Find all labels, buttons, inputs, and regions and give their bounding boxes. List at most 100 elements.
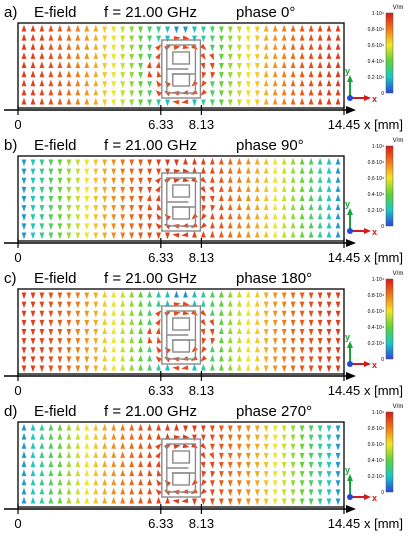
field-arrow	[254, 194, 260, 201]
triad-x-label: x	[372, 360, 377, 370]
field-arrow	[75, 329, 81, 336]
field-arrow	[191, 346, 198, 353]
field-arrow	[317, 24, 323, 32]
field-arrow	[236, 53, 242, 61]
field-arrow	[165, 232, 170, 240]
field-arrow	[57, 168, 63, 176]
field-arrow	[227, 309, 233, 316]
field-arrow	[182, 35, 190, 41]
field-arrow	[317, 338, 323, 345]
field-arrow	[254, 212, 260, 220]
field-arrow	[147, 423, 152, 431]
field-arrow	[326, 194, 332, 201]
field-arrow	[129, 318, 135, 325]
field-arrow	[317, 434, 323, 442]
field-arrow	[317, 221, 323, 229]
field-arrow	[245, 35, 251, 43]
field-arrow	[299, 338, 305, 345]
triad-y-label: y	[345, 66, 350, 76]
field-arrow	[21, 70, 27, 78]
field-arrow	[21, 423, 27, 431]
field-arrow	[299, 301, 305, 309]
field-arrow	[120, 354, 126, 362]
field-arrow	[335, 338, 341, 345]
frequency-label: f = 21.00 GHz	[104, 270, 197, 287]
field-arrow	[129, 309, 135, 316]
field-arrow	[75, 223, 81, 231]
field-arrow	[102, 478, 108, 486]
field-arrow	[335, 166, 341, 174]
field-arrow	[263, 157, 269, 165]
field-arrow	[21, 186, 27, 194]
field-arrow	[254, 221, 260, 229]
panel-tag: c)	[4, 270, 17, 287]
field-arrow	[147, 299, 152, 307]
field-arrow	[245, 327, 251, 334]
field-arrow	[84, 469, 90, 477]
field-arrow	[183, 425, 188, 433]
field-arrow	[335, 365, 341, 373]
field-arrow	[219, 318, 224, 325]
field-arrow	[48, 88, 54, 96]
field-arrow	[299, 425, 305, 433]
field-arrow	[219, 425, 224, 433]
field-arrow	[30, 442, 36, 449]
panel-tag: b)	[4, 137, 17, 154]
field-arrow	[245, 157, 251, 165]
field-arrow	[290, 498, 296, 506]
field-arrow	[39, 469, 45, 477]
phase-label: phase 90°	[236, 137, 304, 154]
field-arrow	[138, 90, 143, 98]
field-arrow	[263, 33, 269, 41]
frequency-label: f = 21.00 GHz	[104, 4, 197, 21]
field-arrow	[272, 452, 278, 460]
field-arrow	[272, 292, 278, 300]
field-arrow	[21, 301, 27, 309]
field-arrow	[93, 496, 99, 504]
field-arrow	[48, 451, 54, 458]
field-arrow	[138, 423, 143, 431]
field-arrow	[227, 345, 233, 353]
colorbar-tick-label: 1·10⁴	[372, 144, 384, 150]
field-arrow	[245, 309, 251, 316]
field-arrow	[290, 329, 296, 336]
field-arrow	[335, 425, 341, 433]
field-arrow	[281, 480, 287, 487]
field-arrow	[245, 53, 251, 61]
field-arrow	[111, 487, 117, 495]
field-arrow	[155, 310, 162, 317]
field-arrow	[120, 460, 126, 467]
field-arrow	[39, 88, 45, 96]
field-arrow	[272, 434, 278, 442]
field-arrow	[48, 232, 54, 240]
field-arrow	[317, 97, 323, 105]
field-arrow	[335, 203, 341, 211]
field-arrow	[66, 79, 72, 87]
field-arrow	[272, 356, 278, 364]
field-arrow	[164, 178, 172, 184]
field-arrow	[84, 61, 90, 68]
field-arrow	[57, 365, 63, 373]
field-arrow	[111, 354, 117, 362]
field-arrow	[21, 432, 27, 440]
resonator-lower-loop	[172, 472, 191, 486]
field-arrow	[317, 88, 323, 96]
field-arrow	[210, 443, 215, 451]
field-arrow	[200, 53, 206, 60]
field-arrow	[281, 338, 287, 345]
field-arrow	[308, 292, 314, 300]
field-arrow	[245, 336, 251, 344]
field-arrow	[57, 43, 63, 50]
field-arrow	[30, 88, 36, 96]
field-arrow	[290, 24, 296, 32]
colorbar-tick-label: 0.8·10⁴	[368, 27, 384, 33]
field-arrow	[317, 194, 323, 201]
field-arrow	[102, 423, 108, 431]
field-arrow	[201, 434, 206, 442]
field-arrow	[326, 356, 332, 364]
field-arrow	[227, 443, 233, 451]
field-arrow	[200, 195, 206, 203]
field-arrow	[308, 319, 314, 327]
field-arrow	[299, 347, 305, 354]
field-arrow	[93, 43, 99, 50]
